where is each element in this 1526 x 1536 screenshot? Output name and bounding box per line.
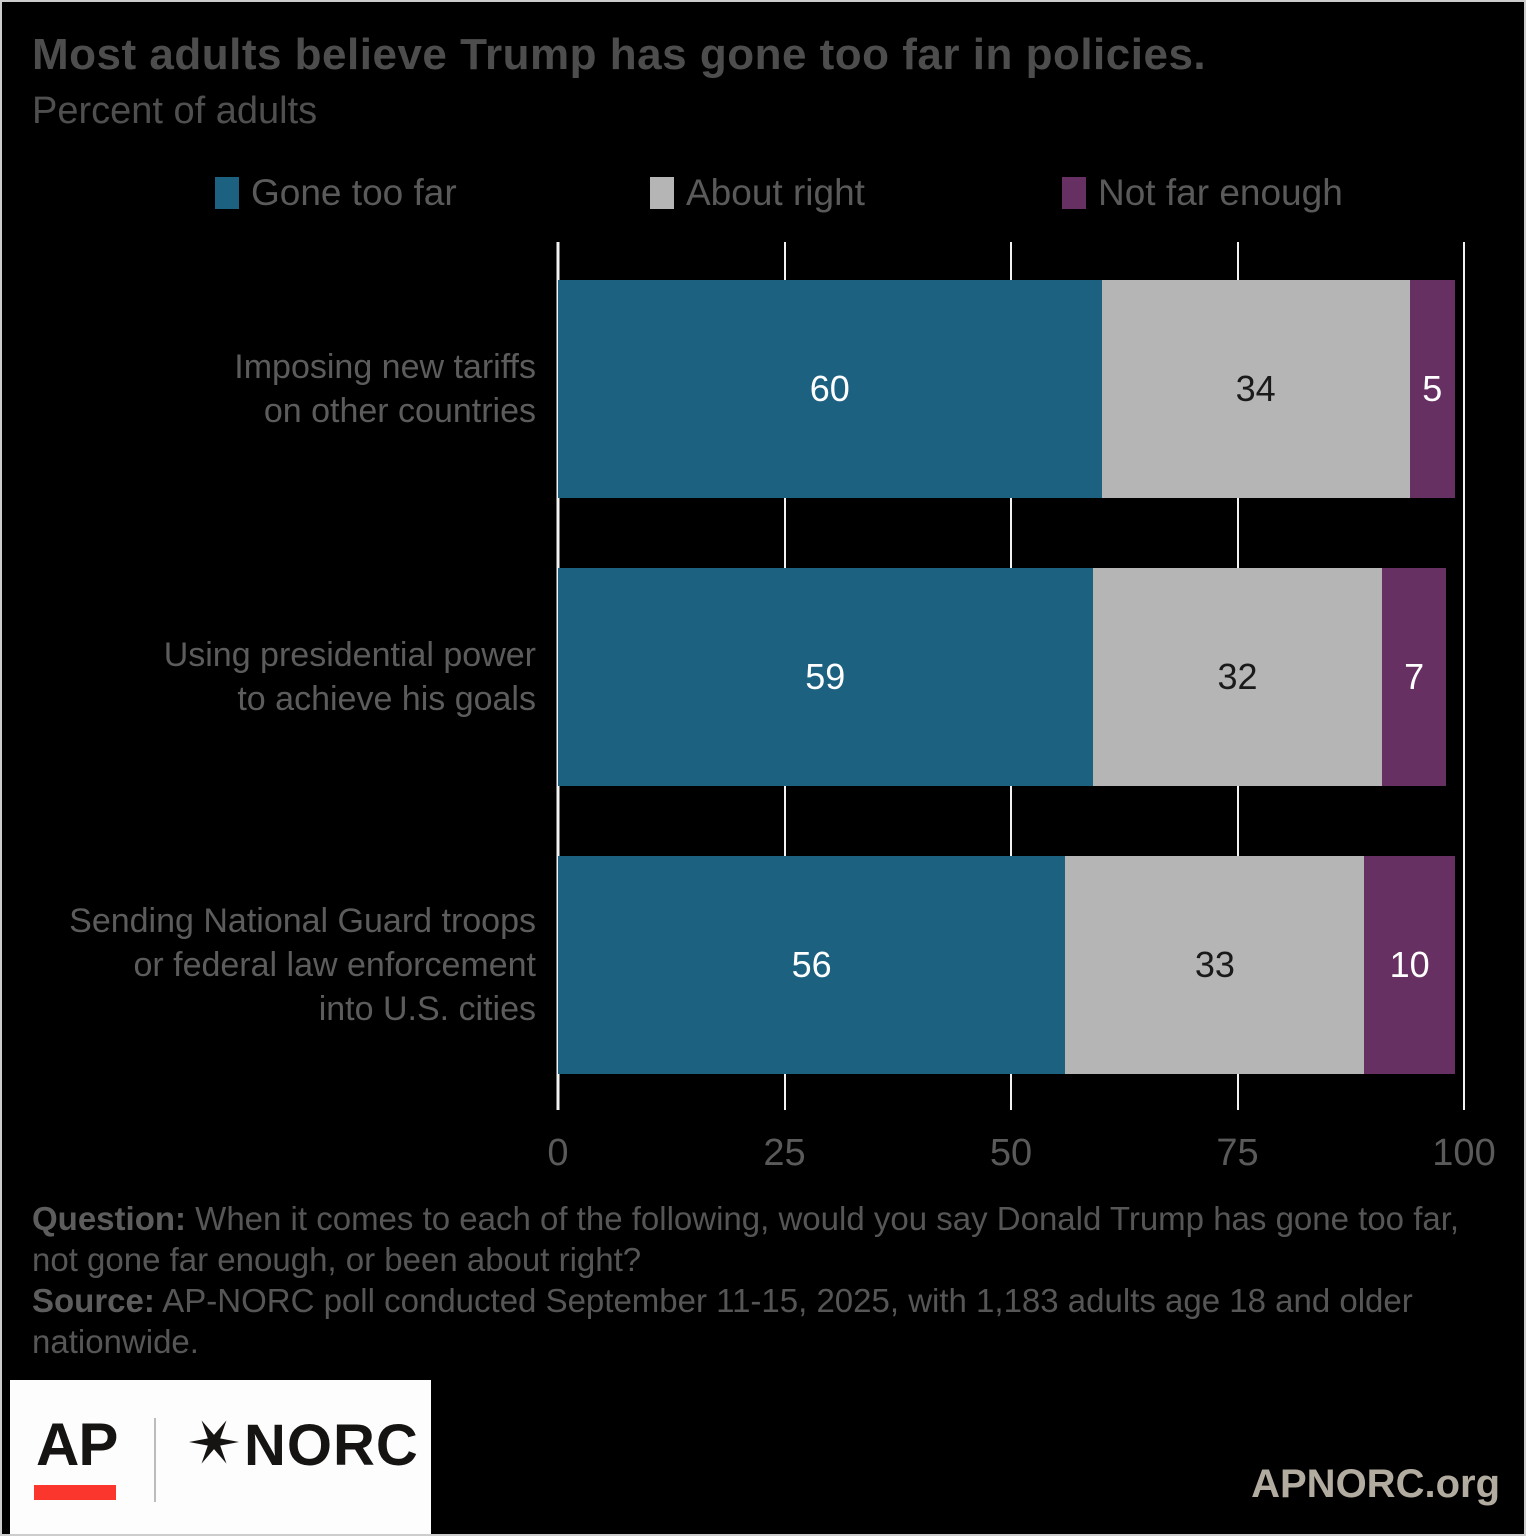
website-link: APNORC.org — [1251, 1462, 1500, 1506]
bar-value-label: 32 — [1217, 656, 1258, 697]
chart-title: Most adults believe Trump has gone too f… — [32, 30, 1207, 79]
question-text: When it comes to each of the following, … — [32, 1200, 1460, 1278]
category-label: Imposing new tariffs on other countries — [234, 348, 536, 430]
gridline — [1463, 242, 1465, 1110]
legend-label: Not far enough — [1098, 172, 1343, 213]
legend-item-gone-too-far: Gone too far — [215, 172, 457, 214]
bar-segment-gone-too-far: 60 — [558, 280, 1102, 498]
ap-logo-red-bar — [34, 1485, 116, 1500]
legend-swatch-icon — [650, 177, 674, 209]
legend-label: About right — [686, 172, 865, 213]
bar-segment-not-far-enough: 7 — [1382, 568, 1446, 786]
x-tick-label: 25 — [763, 1132, 806, 1174]
bar-row: 60 34 5 — [558, 280, 1464, 498]
legend-swatch-icon — [215, 177, 239, 209]
bar-value-label: 33 — [1194, 944, 1235, 985]
bar-segment-about-right: 32 — [1092, 568, 1383, 786]
norc-logo-text: NORC — [244, 1413, 419, 1478]
plot-area: 60 34 5 59 32 7 56 33 10 — [556, 242, 1465, 1110]
x-tick-label: 75 — [1216, 1132, 1259, 1174]
x-tick-label: 0 — [547, 1132, 569, 1174]
bar-value-label: 60 — [809, 368, 850, 409]
bar-segment-not-far-enough: 10 — [1364, 856, 1455, 1074]
legend-swatch-icon — [1062, 177, 1086, 209]
question-note: Question: When it comes to each of the f… — [32, 1198, 1508, 1280]
legend-label: Gone too far — [251, 172, 457, 213]
ap-norc-logo: AP NORC — [10, 1380, 431, 1534]
x-tick-label: 50 — [989, 1132, 1033, 1174]
chart-subtitle: Percent of adults — [32, 90, 318, 132]
x-tick-label: 100 — [1432, 1132, 1496, 1174]
bar-segment-not-far-enough: 5 — [1409, 280, 1455, 498]
bar-row: 59 32 7 — [558, 568, 1464, 786]
legend-item-not-far-enough: Not far enough — [1062, 172, 1343, 214]
logo-divider — [154, 1418, 156, 1502]
category-labels: Imposing new tariffs on other countries Us… — [2, 242, 536, 1110]
question-label: Question: — [32, 1200, 186, 1237]
bar-value-label: 10 — [1389, 944, 1430, 985]
source-text: AP-NORC poll conducted September 11-15, … — [32, 1282, 1413, 1360]
bar-row: 56 33 10 — [558, 856, 1464, 1074]
bar-segment-about-right: 34 — [1101, 280, 1410, 498]
legend-item-about-right: About right — [650, 172, 865, 214]
bar-value-label: 34 — [1235, 368, 1276, 409]
norc-star-icon — [188, 1416, 240, 1473]
category-label: Sending National Guard troops or federal … — [69, 902, 536, 1028]
bar-value-label: 5 — [1422, 368, 1443, 409]
bar-value-label: 59 — [805, 656, 846, 697]
bar-value-label: 56 — [791, 944, 832, 985]
bar-segment-gone-too-far: 59 — [558, 568, 1093, 786]
x-axis: 0 25 50 75 100 — [547, 1132, 1495, 1192]
source-note: Source: AP-NORC poll conducted September… — [32, 1280, 1508, 1362]
source-label: Source: — [32, 1282, 155, 1319]
bar-segment-gone-too-far: 56 — [558, 856, 1066, 1074]
footer-notes: Question: When it comes to each of the f… — [32, 1198, 1508, 1362]
category-label: Using presidential power to achieve his g… — [163, 636, 536, 718]
ap-logo-text: AP — [36, 1411, 118, 1478]
bar-value-label: 7 — [1404, 656, 1425, 697]
bar-segment-about-right: 33 — [1065, 856, 1365, 1074]
